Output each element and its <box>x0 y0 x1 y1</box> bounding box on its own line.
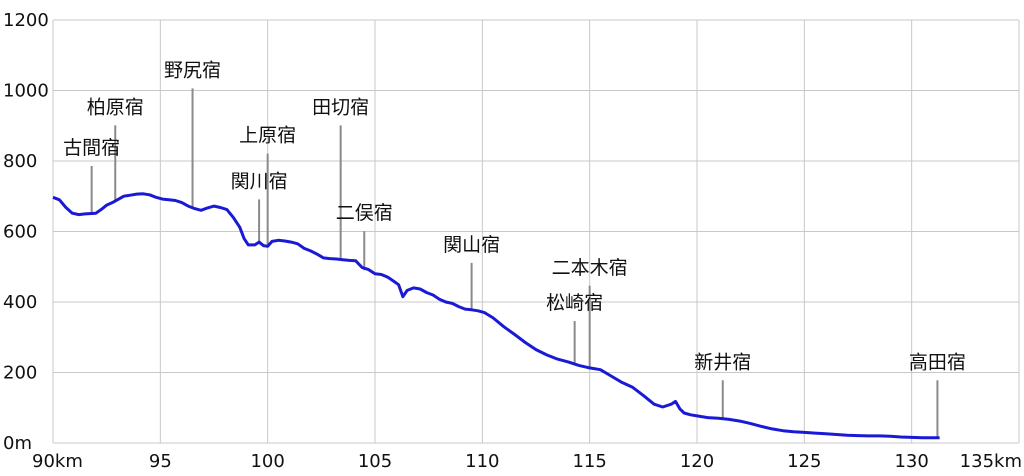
x-tick-label: 105 <box>358 451 392 472</box>
station-label: 田切宿 <box>312 96 369 118</box>
station-label: 高田宿 <box>909 351 966 373</box>
x-tick-label: 110 <box>465 451 499 472</box>
y-axis-ticks: 0m 200 400 600 800 1000 1200 <box>3 10 49 454</box>
y-tick-label: 1200 <box>3 10 49 31</box>
station-label: 関川宿 <box>231 170 288 192</box>
x-axis-ticks: 90km 95 100 105 110 115 120 125 130 135km <box>32 451 1022 472</box>
x-tick-label: 90km <box>32 451 83 472</box>
y-tick-label: 600 <box>3 222 37 243</box>
station-label: 二本木宿 <box>552 257 628 279</box>
x-tick-label: 100 <box>250 451 284 472</box>
x-tick-label: 125 <box>787 451 821 472</box>
x-tick-label: 135km <box>960 451 1022 472</box>
grid-lines <box>52 19 1020 444</box>
station-leader-lines <box>90 88 939 438</box>
station-label: 松崎宿 <box>546 292 603 314</box>
y-tick-label: 400 <box>3 292 37 313</box>
station-label: 古間宿 <box>63 137 120 159</box>
x-tick-label: 130 <box>894 451 928 472</box>
station-label: 新井宿 <box>694 351 751 373</box>
x-tick-label: 95 <box>149 451 172 472</box>
y-tick-label: 800 <box>3 151 37 172</box>
y-tick-label: 1000 <box>3 81 49 102</box>
elevation-line <box>52 192 940 440</box>
x-tick-label: 115 <box>572 451 606 472</box>
x-tick-label: 120 <box>680 451 714 472</box>
station-label: 上原宿 <box>239 125 296 147</box>
y-tick-label: 200 <box>3 363 37 384</box>
station-label: 二俣宿 <box>336 202 393 224</box>
y-tick-label: 0m <box>3 433 32 454</box>
station-label: 野尻宿 <box>164 59 221 81</box>
station-label: 柏原宿 <box>87 96 144 118</box>
station-label: 関山宿 <box>443 234 500 256</box>
